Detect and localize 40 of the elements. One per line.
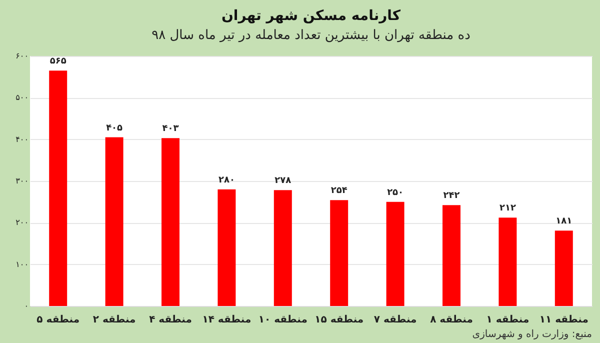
data-label: ۲۵۴ (330, 186, 348, 196)
y-tick-label: ۱۰۰ (16, 260, 28, 269)
x-tick-label: منطقه ۵ (36, 314, 80, 326)
text: منبع: وزارت راه و شهرسازی (472, 329, 592, 340)
bar (330, 200, 348, 306)
chart-title: کارنامه مسکن شهر تهران (221, 8, 402, 24)
data-label: ۲۴۲ (443, 191, 460, 202)
bar (274, 190, 292, 306)
bar (442, 205, 460, 306)
x-tick-label: منطقه ۱۴ (202, 314, 252, 326)
data-label: ۴۰۳ (162, 124, 180, 134)
y-tick-label: ۶۰۰ (16, 52, 28, 60)
x-tick-label: منطقه ۱۱ (539, 314, 588, 326)
y-tick-label: ۴۰۰ (16, 134, 28, 144)
bar (386, 202, 404, 306)
data-label: ۲۱۲ (499, 204, 516, 214)
x-tick-label: منطقه ۸ (430, 314, 473, 326)
bar (554, 230, 573, 306)
x-tick-label: منطقه ۴ (149, 314, 192, 326)
y-tick-label: ۰ (24, 302, 28, 310)
bar (162, 138, 180, 306)
data-label: ۲۵۰ (387, 188, 404, 198)
data-label: ۲۸۰ (218, 175, 235, 186)
x-tick-label: منطقه ۱۵ (314, 314, 364, 326)
y-tick-label: ۲۰۰ (16, 218, 28, 228)
bar (498, 218, 517, 306)
data-label: ۴۰۵ (106, 123, 124, 134)
bar (105, 137, 124, 306)
x-tick-label: منطقه ۱۰ (258, 314, 308, 326)
x-tick-label: منطقه ۱ (486, 314, 530, 326)
bar (49, 70, 68, 306)
data-label: ۵۶۵ (50, 56, 67, 67)
data-label: ۱۸۱ (556, 216, 572, 227)
chart-subtitle: ده منطقه تهران با بیشترین تعداد معامله در تیر ماه سال ۹۸ (152, 28, 471, 43)
y-tick-label: ۵۰۰ (16, 93, 28, 102)
bar (218, 189, 236, 306)
x-tick-label: منطقه ۷ (374, 314, 417, 326)
x-tick-label: منطقه ۲ (92, 314, 136, 326)
y-tick-label: ۳۰۰ (16, 176, 28, 186)
data-label: ۲۷۸ (274, 176, 292, 186)
